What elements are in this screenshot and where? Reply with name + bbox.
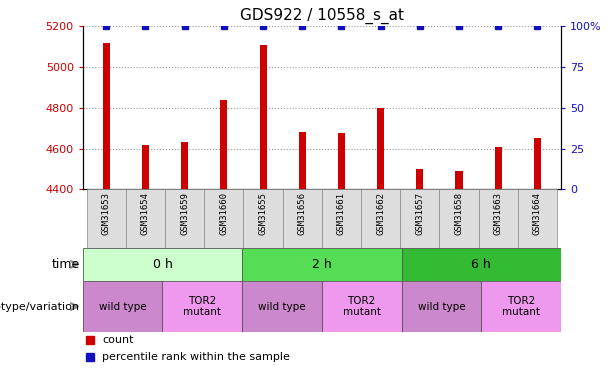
Bar	[165, 189, 204, 248]
Bar	[86, 189, 126, 248]
Bar	[242, 248, 402, 281]
Bar	[518, 189, 557, 248]
Bar	[402, 248, 561, 281]
Bar	[220, 100, 227, 189]
Text: GSM31657: GSM31657	[415, 192, 424, 235]
Bar	[204, 189, 243, 248]
Bar	[361, 189, 400, 248]
Bar	[126, 189, 165, 248]
Text: GSM31664: GSM31664	[533, 192, 542, 235]
Text: TOR2
mutant: TOR2 mutant	[183, 296, 221, 317]
Bar	[416, 169, 424, 189]
Bar	[377, 108, 384, 189]
Text: GSM31654: GSM31654	[141, 192, 150, 235]
Bar	[440, 189, 479, 248]
Text: 0 h: 0 h	[153, 258, 172, 271]
Bar	[83, 281, 162, 332]
Text: GSM31655: GSM31655	[259, 192, 267, 235]
Bar	[283, 189, 322, 248]
Bar	[142, 144, 149, 189]
Bar	[495, 147, 501, 189]
Text: GSM31661: GSM31661	[337, 192, 346, 235]
Text: genotype/variation: genotype/variation	[0, 302, 80, 312]
Text: wild type: wild type	[258, 302, 306, 312]
Bar	[400, 189, 440, 248]
Bar	[481, 281, 561, 332]
Bar	[83, 248, 242, 281]
Text: 2 h: 2 h	[312, 258, 332, 271]
Bar	[479, 189, 518, 248]
Text: GSM31663: GSM31663	[493, 192, 503, 235]
Bar	[322, 281, 402, 332]
Text: GSM31659: GSM31659	[180, 192, 189, 235]
Bar	[162, 281, 242, 332]
Text: 6 h: 6 h	[471, 258, 491, 271]
Text: GSM31660: GSM31660	[219, 192, 229, 235]
Text: wild type: wild type	[99, 302, 147, 312]
Text: GSM31662: GSM31662	[376, 192, 385, 235]
Bar	[181, 142, 188, 189]
Text: wild type: wild type	[417, 302, 465, 312]
Bar	[338, 133, 345, 189]
Text: count: count	[102, 335, 134, 345]
Text: GSM31658: GSM31658	[454, 192, 463, 235]
Bar	[259, 45, 267, 189]
Text: TOR2
mutant: TOR2 mutant	[343, 296, 381, 317]
Bar	[299, 132, 306, 189]
Text: GSM31656: GSM31656	[298, 192, 306, 235]
Bar	[242, 281, 322, 332]
Text: time: time	[51, 258, 80, 271]
Text: TOR2
mutant: TOR2 mutant	[502, 296, 540, 317]
Bar	[455, 171, 463, 189]
Bar	[103, 43, 110, 189]
Text: percentile rank within the sample: percentile rank within the sample	[102, 352, 290, 362]
Title: GDS922 / 10558_s_at: GDS922 / 10558_s_at	[240, 7, 404, 24]
Bar	[402, 281, 481, 332]
Bar	[243, 189, 283, 248]
Bar	[322, 189, 361, 248]
Text: GSM31653: GSM31653	[102, 192, 111, 235]
Bar	[534, 138, 541, 189]
